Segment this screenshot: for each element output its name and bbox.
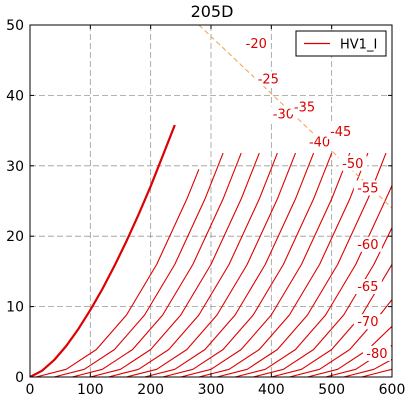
curve-label-bg	[353, 279, 382, 294]
curve-label: -70	[357, 315, 378, 330]
y-tick-label: 0	[15, 370, 24, 386]
curve-label-bg	[290, 99, 319, 115]
curve-label-bg	[353, 236, 382, 252]
curve-label-bg	[269, 106, 298, 122]
curve-vg-neg30	[126, 152, 297, 377]
curve-vg-neg70	[271, 264, 392, 377]
load-line-layer	[198, 25, 392, 209]
curve-label-bg	[254, 71, 283, 87]
curve-label-bg	[338, 155, 367, 171]
curve-vg-neg15	[72, 152, 242, 377]
curve-vg-neg95	[361, 368, 392, 377]
curve-vg-neg40	[162, 152, 333, 377]
x-tick-label: 0	[26, 382, 35, 398]
x-tick-label: 100	[77, 382, 104, 398]
curve-vg-neg20	[90, 152, 260, 377]
ticks: 0 100 200 300 400 500 600 0 10 20 30 40 50	[6, 18, 405, 398]
curve-vg-neg75	[289, 299, 392, 377]
curve-label: -50	[342, 157, 363, 172]
curve-vg-0	[30, 124, 176, 377]
y-tick-label: 20	[6, 229, 24, 245]
curve-label: -65	[357, 280, 378, 295]
curve-label: -80	[366, 347, 387, 362]
curve-label-bg	[353, 314, 382, 330]
x-tick-label: 600	[379, 382, 406, 398]
legend: HV1_I	[295, 30, 387, 57]
y-tick-label: 40	[6, 88, 24, 104]
curve-vg-neg60	[234, 185, 392, 377]
curve-vg-neg35	[144, 152, 315, 377]
curve-label-bg	[353, 180, 382, 196]
y-tick-label: 10	[6, 300, 24, 316]
curve-label: -60	[357, 238, 378, 253]
curve-vg-neg65	[253, 227, 392, 377]
curve-vg-neg5	[35, 169, 200, 377]
x-tick-label: 300	[198, 382, 225, 398]
curve-label: -45	[330, 125, 351, 140]
curve-label: -35	[294, 100, 315, 115]
curve-vg-neg55	[216, 152, 387, 377]
legend-label: HV1_I	[340, 38, 377, 53]
curve-vg-neg25	[108, 152, 278, 377]
y-tick-label: 50	[6, 18, 24, 34]
chart-title: 205D	[191, 2, 234, 21]
curve-label-bg	[305, 134, 334, 150]
curve-label: -30	[273, 108, 294, 123]
curve-vg-neg50	[198, 152, 369, 377]
curve-vg-neg80	[307, 325, 392, 377]
curve-label: -25	[258, 72, 279, 87]
curve-label: -55	[357, 181, 378, 196]
curve-label: -40	[309, 136, 330, 151]
curve-label-bg	[242, 36, 271, 52]
curves	[30, 124, 392, 377]
curve-labels: -20 -25 -30 -35 -40-45 -50 -55 -60 -65 -70 -80	[242, 36, 391, 362]
curve-vg-neg90	[343, 358, 392, 377]
x-tick-label: 200	[137, 382, 164, 398]
curve-label: -20	[246, 37, 267, 52]
curve-vg-neg45	[180, 152, 351, 377]
x-tick-label: 400	[258, 382, 285, 398]
curve-label-bg	[326, 124, 355, 140]
curve-vg-neg10	[53, 152, 224, 377]
load-line	[198, 25, 392, 209]
x-tick-label: 500	[318, 382, 345, 398]
y-tick-label: 30	[6, 159, 24, 175]
curve-label-bg	[362, 345, 391, 361]
